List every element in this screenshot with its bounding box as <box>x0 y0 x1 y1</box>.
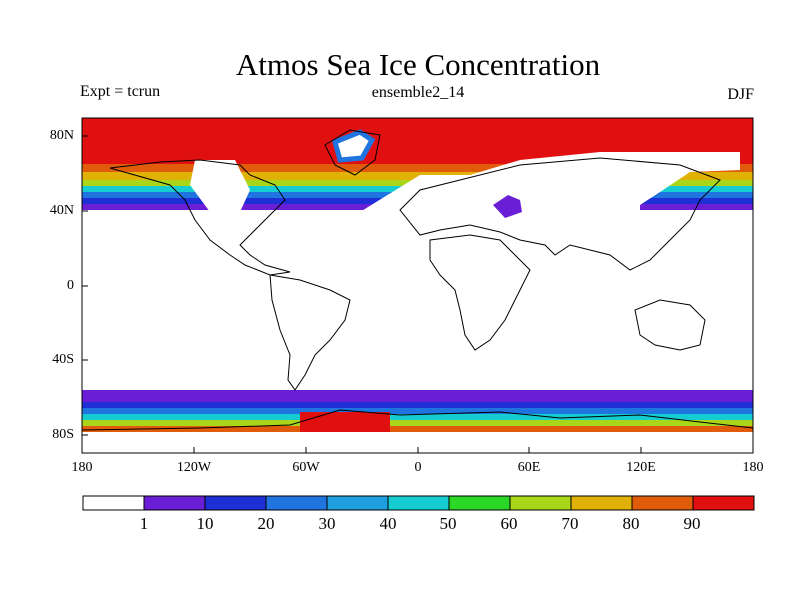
arctic-band-6 <box>82 170 753 180</box>
colorbar <box>82 495 755 511</box>
colorbar-label: 30 <box>318 514 336 533</box>
colorbar-swatch <box>570 495 633 511</box>
x-tick-label: 180 <box>742 460 764 475</box>
y-tick-label: 40N <box>49 203 74 218</box>
colorbar-swatch <box>143 495 206 511</box>
colorbar-label: 10 <box>196 514 214 533</box>
colorbar-swatch <box>448 495 511 511</box>
y-tick-label: 0 <box>67 278 74 293</box>
antarctic-band-6 <box>82 426 753 432</box>
colorbar-label: 50 <box>439 514 457 533</box>
colorbar-label: 70 <box>561 514 579 533</box>
x-tick-label: 60E <box>517 460 541 475</box>
antarctic-band-5 <box>82 420 753 426</box>
colorbar-label: 20 <box>257 514 275 533</box>
colorbar-label: 80 <box>622 514 640 533</box>
caspian-patch <box>493 195 522 218</box>
colorbar-swatch <box>326 495 389 511</box>
y-tick-label: 40S <box>52 352 74 367</box>
colorbar-swatch <box>387 495 450 511</box>
sea-ice-field <box>82 118 753 453</box>
colorbar-swatch <box>631 495 694 511</box>
antarctic-band-2 <box>82 402 753 408</box>
colorbar-label: 1 <box>139 514 149 533</box>
chart-title: Atmos Sea Ice Concentration <box>235 47 601 82</box>
colorbar-swatch <box>692 495 755 511</box>
africa-outline <box>429 234 531 351</box>
x-tick-label: 0 <box>414 460 422 475</box>
arctic-band-7 <box>82 162 753 172</box>
greenland-outline <box>324 129 381 176</box>
australia-outline <box>634 299 706 351</box>
x-tick-label: 120W <box>176 460 212 475</box>
antarctic-band-3 <box>82 408 753 414</box>
colorbar-swatch <box>82 495 145 511</box>
antarctic-clear-south <box>82 432 753 453</box>
y-tick-label: 80N <box>49 128 74 143</box>
colorbar-swatch <box>204 495 267 511</box>
ensemble-label: ensemble2_14 <box>371 84 465 101</box>
x-tick-label: 180 <box>71 460 93 475</box>
greenland-hole <box>331 129 376 163</box>
antarctic-band-4 <box>82 414 753 420</box>
season-label: DJF <box>727 86 754 103</box>
colorbar-label: 60 <box>500 514 518 533</box>
antarctic-band-1 <box>82 390 753 402</box>
coastlines <box>81 129 754 431</box>
arctic-clear-eurasia <box>360 152 740 212</box>
eurasia-outline <box>399 157 721 271</box>
x-tick-label: 60W <box>292 460 320 475</box>
experiment-label: Expt = tcrun <box>80 83 161 100</box>
south-america-outline <box>269 274 351 391</box>
x-tick-label: 120E <box>626 460 656 475</box>
colorbar-swatch <box>265 495 328 511</box>
y-tick-label: 80S <box>52 427 74 442</box>
arctic-clear-lowlat <box>82 210 753 218</box>
arctic-clear-atlantic <box>190 160 250 212</box>
colorbar-swatch <box>509 495 572 511</box>
antarctica-outline <box>81 409 754 431</box>
colorbar-label: 40 <box>379 514 397 533</box>
north-america-outline <box>109 159 291 276</box>
colorbar-label: 90 <box>683 514 701 533</box>
